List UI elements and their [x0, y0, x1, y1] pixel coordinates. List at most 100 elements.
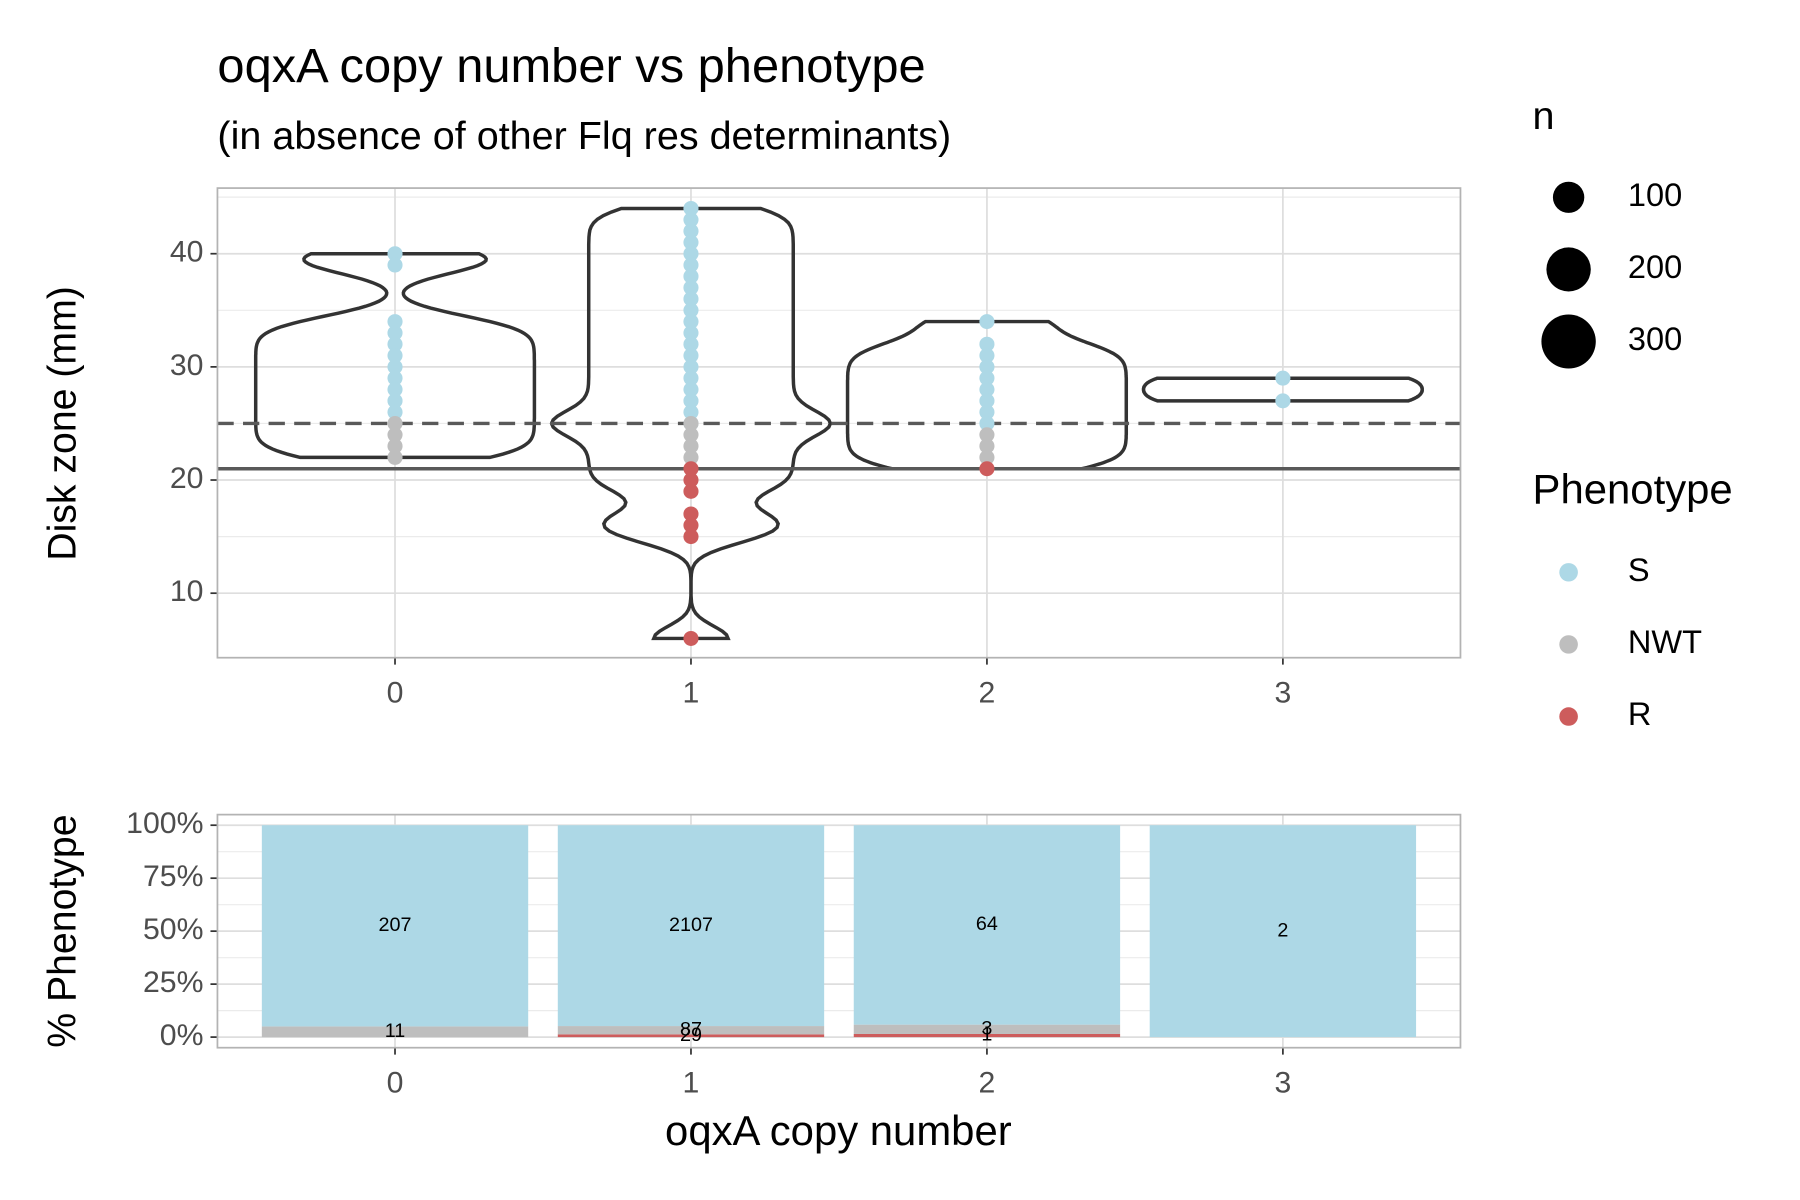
- bar-segment: [853, 825, 1121, 1025]
- point: [387, 438, 403, 454]
- point: [683, 200, 699, 216]
- point: [979, 336, 995, 352]
- bar-segment: [1149, 825, 1417, 1038]
- violin: [253, 251, 537, 460]
- point: [683, 438, 699, 454]
- panel-border: [216, 187, 1462, 659]
- point: [979, 438, 995, 454]
- y-tick-label: 10: [170, 575, 204, 608]
- point: [387, 246, 403, 262]
- y-tick-label: 40: [170, 236, 204, 269]
- legend-key: [1559, 707, 1578, 726]
- legend-label: NWT: [1628, 624, 1702, 660]
- bar-segment: [853, 1033, 1121, 1038]
- point: [979, 449, 995, 465]
- point: [1275, 370, 1291, 386]
- bar-segment: [853, 1024, 1121, 1034]
- x-axis-title: oqxA copy number: [665, 1107, 1012, 1154]
- point: [387, 359, 403, 375]
- y-tick-label: 100%: [126, 807, 203, 840]
- point: [683, 630, 699, 646]
- legend-label: 100: [1628, 177, 1682, 213]
- x-tick-label: 3: [1274, 1067, 1291, 1100]
- data-label: 1: [981, 1024, 992, 1046]
- point: [683, 427, 699, 443]
- x-tick-label: 2: [979, 677, 996, 710]
- point: [387, 449, 403, 465]
- bar-segment: [261, 1026, 529, 1038]
- point: [387, 314, 403, 330]
- panel-border: [216, 813, 1462, 1049]
- y-tick-label: 75%: [143, 860, 203, 893]
- point: [683, 325, 699, 341]
- point: [683, 268, 699, 284]
- legend-label: R: [1628, 696, 1652, 732]
- point: [683, 506, 699, 522]
- chart-subtitle: (in absence of other Flq res determinant…: [217, 114, 951, 158]
- point: [979, 348, 995, 364]
- legend-title: Phenotype: [1533, 466, 1733, 513]
- point: [683, 234, 699, 250]
- x-tick-label: 0: [387, 1067, 404, 1100]
- legend-label: S: [1628, 552, 1650, 588]
- point: [683, 472, 699, 488]
- point: [683, 461, 699, 477]
- x-tick-label: 2: [979, 1067, 996, 1100]
- y-tick-label: 0%: [160, 1019, 204, 1052]
- bar-segment: [557, 825, 825, 1027]
- point: [387, 382, 403, 398]
- data-label: 207: [379, 914, 412, 936]
- point: [979, 427, 995, 443]
- data-label: 11: [385, 1020, 406, 1042]
- point: [683, 483, 699, 499]
- size-legend-key: [1546, 247, 1591, 292]
- point: [683, 415, 699, 431]
- legend-label: 300: [1628, 321, 1682, 357]
- point: [387, 370, 403, 386]
- point: [979, 359, 995, 375]
- point: [683, 517, 699, 533]
- bar-segment: [557, 1034, 825, 1038]
- point: [683, 280, 699, 296]
- legend-key: [1559, 635, 1578, 654]
- legend-label: 200: [1628, 249, 1682, 285]
- point: [387, 348, 403, 364]
- y-tick-label: 50%: [143, 913, 203, 946]
- size-legend-key: [1541, 314, 1596, 369]
- point: [387, 415, 403, 431]
- violin: [1141, 376, 1424, 403]
- point: [387, 325, 403, 341]
- point: [979, 404, 995, 420]
- point: [683, 314, 699, 330]
- violin: [549, 206, 833, 641]
- point: [387, 393, 403, 409]
- point: [387, 404, 403, 420]
- point: [979, 314, 995, 330]
- x-tick-label: 3: [1274, 677, 1291, 710]
- point: [683, 257, 699, 273]
- x-tick-label: 0: [387, 677, 404, 710]
- point: [979, 370, 995, 386]
- y-tick-label: 20: [170, 462, 204, 495]
- point: [683, 359, 699, 375]
- point: [683, 336, 699, 352]
- data-label: 64: [976, 913, 998, 935]
- point: [683, 223, 699, 239]
- point: [387, 336, 403, 352]
- point: [979, 415, 995, 431]
- point: [683, 382, 699, 398]
- chart-title: oqxA copy number vs phenotype: [217, 39, 925, 93]
- data-label: 87: [680, 1018, 702, 1040]
- point: [979, 393, 995, 409]
- point: [683, 449, 699, 465]
- y-tick-label: 25%: [143, 966, 203, 999]
- y-axis-title: Disk zone (mm): [40, 286, 84, 561]
- bar-segment: [557, 1026, 825, 1035]
- data-label: 2: [1277, 919, 1288, 941]
- point: [683, 348, 699, 364]
- point: [683, 302, 699, 318]
- data-label: 29: [680, 1024, 702, 1046]
- point: [683, 393, 699, 409]
- point: [683, 404, 699, 420]
